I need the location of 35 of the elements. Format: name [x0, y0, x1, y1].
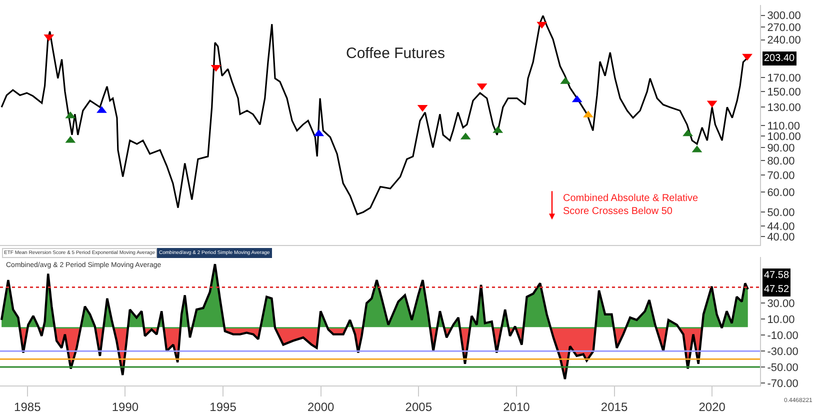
y-tick-label: 30.00	[767, 298, 795, 310]
x-tick-label: 2000	[307, 400, 334, 414]
x-tick-label: 1985	[14, 400, 42, 414]
y-tick-label: 50.00	[767, 206, 795, 219]
x-tick-label: 2010	[503, 400, 530, 414]
y-tick-label: 100.00	[767, 130, 801, 143]
y-tick-label: 44.00	[767, 220, 795, 233]
x-tick-label: 2005	[405, 400, 432, 414]
y-tick-label: 110.00	[767, 120, 800, 132]
y-tick-label: 90.00	[767, 142, 795, 154]
y-tick-label: 170.00	[767, 72, 801, 85]
text: Coffee Futures	[346, 45, 445, 62]
y-tick-label: 240.00	[767, 34, 801, 47]
y-tick-label: -10.00	[767, 330, 798, 342]
y-tick-label: 130.00	[767, 102, 801, 114]
y-tick-label: 10.00	[767, 314, 795, 326]
y-tick-label: 300.00	[767, 10, 801, 22]
y-tick-label: -50.00	[767, 362, 798, 374]
y-tick-label: 80.00	[767, 155, 795, 168]
x-tick-label: 1995	[210, 400, 237, 414]
text: 47.52	[764, 284, 790, 295]
text: 47.58	[764, 270, 790, 281]
y-tick-label: 270.00	[767, 22, 801, 34]
x-tick-label: 2015	[600, 400, 628, 414]
y-tick-label: 40.00	[767, 231, 795, 244]
annotation: 203.40	[764, 53, 796, 64]
x-tick-label: 2020	[698, 400, 726, 414]
annotation: Combined Absolute & Relative Score Crosses Below 50	[563, 193, 699, 217]
y-tick-label: 70.00	[767, 170, 795, 182]
y-tick-label: 150.00	[767, 86, 801, 98]
point	[742, 54, 752, 61]
y-tick-label: -30.00	[767, 346, 798, 358]
x-tick-label: 1990	[112, 400, 139, 414]
y-tick-label: -70.00	[767, 378, 798, 390]
y-tick-label: 60.00	[767, 186, 795, 199]
